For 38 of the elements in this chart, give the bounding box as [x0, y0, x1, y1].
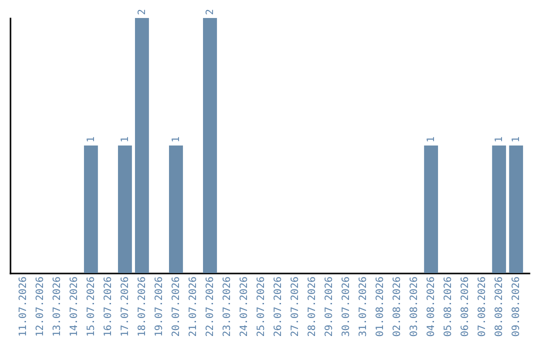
x-tick-label: 29.07.2026 — [324, 276, 336, 337]
x-tick-label: 31.07.2026 — [358, 276, 370, 337]
data-label: 2 — [136, 8, 148, 15]
x-tick-label: 25.07.2026 — [256, 276, 267, 337]
data-label: 1 — [170, 136, 182, 142]
x-tick-label: 22.07.2026 — [204, 276, 216, 337]
data-label: 1 — [86, 136, 97, 142]
data-label: 2 — [204, 8, 216, 15]
x-tick-label: 21.07.2026 — [188, 276, 199, 337]
x-tick-label: 13.07.2026 — [52, 276, 63, 337]
data-label: 1 — [426, 136, 438, 142]
x-tick-label: 06.08.2026 — [460, 276, 472, 337]
x-tick-label: 23.07.2026 — [222, 276, 233, 337]
x-tick-label: 04.08.2026 — [426, 276, 438, 337]
x-tick-label: 02.08.2026 — [392, 276, 404, 337]
x-tick-label: 28.07.2026 — [307, 276, 318, 337]
x-tick-label: 17.07.2026 — [120, 276, 131, 337]
x-tick-label: 15.07.2026 — [86, 276, 97, 337]
x-tick-label: 08.08.2026 — [494, 276, 506, 337]
x-tick-label: 14.07.2026 — [68, 276, 80, 337]
x-tick-label: 27.07.2026 — [290, 276, 302, 337]
x-tick-label: 30.07.2026 — [341, 276, 352, 337]
data-label: 1 — [494, 136, 506, 142]
x-tick-label: 09.08.2026 — [511, 276, 522, 337]
data-label: 1 — [511, 136, 522, 142]
x-tick-label: 19.07.2026 — [154, 276, 165, 337]
x-tick-label: 18.07.2026 — [136, 276, 148, 337]
x-tick-label: 01.08.2026 — [375, 276, 386, 337]
x-tick-label: 16.07.2026 — [102, 276, 114, 337]
x-tick-label: 12.07.2026 — [34, 276, 46, 337]
x-tick-label: 24.07.2026 — [238, 276, 250, 337]
x-tick-label: 07.08.2026 — [477, 276, 488, 337]
x-tick-label: 26.07.2026 — [273, 276, 284, 337]
x-tick-label: 11.07.2026 — [18, 276, 29, 337]
x-tick-label: 05.08.2026 — [443, 276, 454, 337]
x-tick-label: 20.07.2026 — [170, 276, 182, 337]
data-label: 1 — [120, 136, 131, 142]
x-tick-label: 03.08.2026 — [409, 276, 420, 337]
